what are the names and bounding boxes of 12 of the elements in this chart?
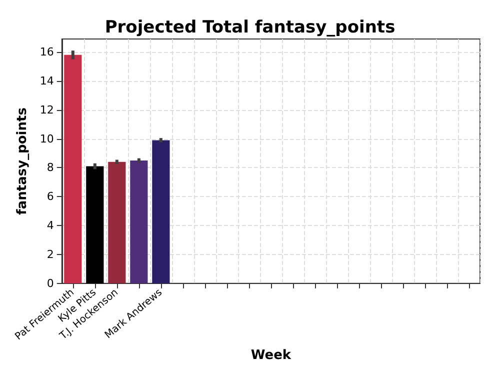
x-axis-title: Week [250, 348, 292, 363]
y-tick-label: 12 [40, 103, 54, 116]
y-tick-label: 10 [40, 132, 54, 146]
y-tick-label: 0 [46, 276, 54, 290]
y-tick-label: 14 [40, 74, 54, 88]
chart-title: Projected Total fantasy_points [104, 18, 396, 38]
y-axis-title: fantasy_points [15, 107, 30, 215]
y-tick-label: 8 [46, 161, 54, 174]
y-tick-label: 16 [40, 46, 54, 59]
y-tick-label: 6 [46, 190, 54, 204]
y-tick-label: 2 [46, 248, 54, 261]
y-tick-label: 4 [46, 219, 54, 232]
